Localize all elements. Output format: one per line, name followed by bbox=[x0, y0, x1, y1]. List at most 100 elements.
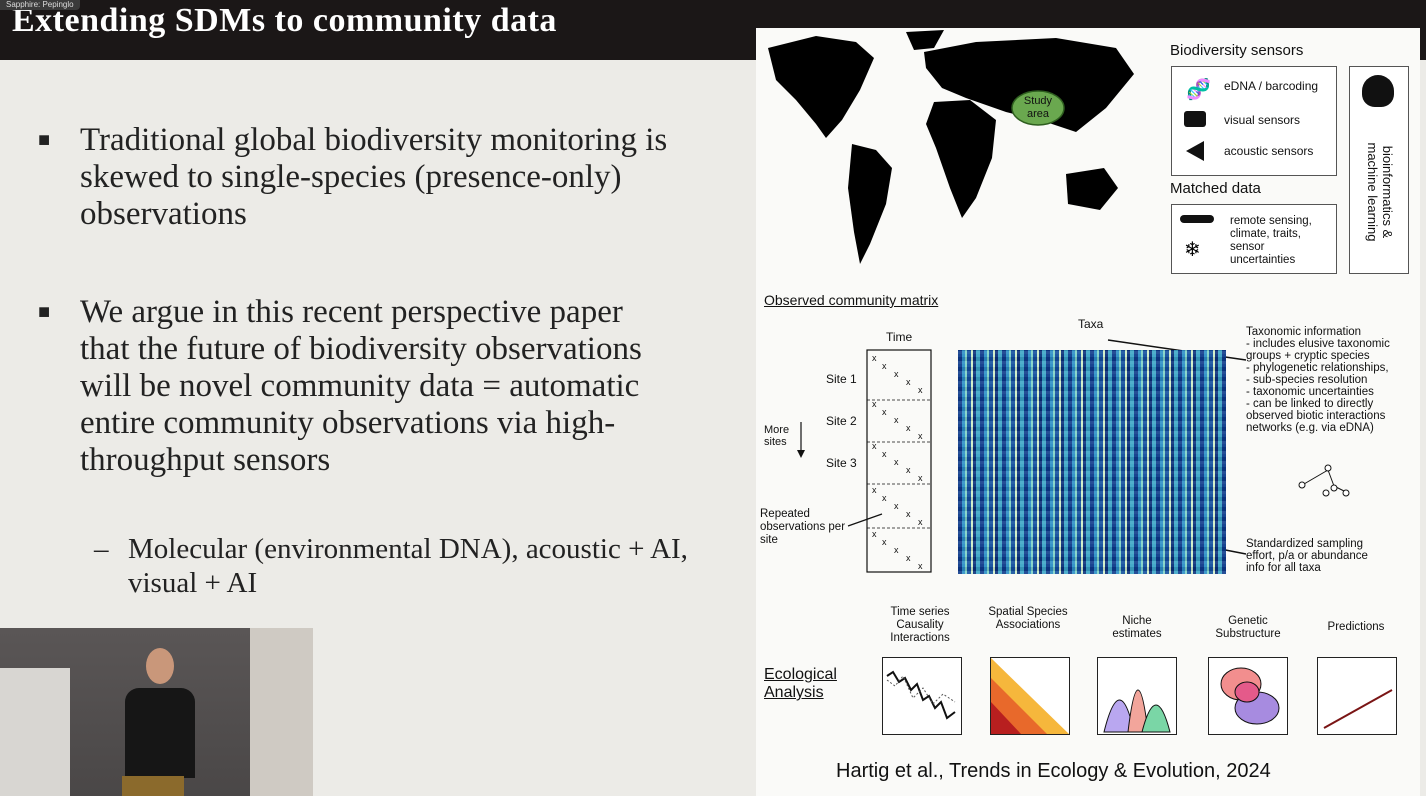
svg-text:x: x bbox=[882, 537, 887, 547]
svg-text:x: x bbox=[894, 545, 899, 555]
svg-text:x: x bbox=[918, 431, 923, 441]
std-line-2: effort, p/a or abundance bbox=[1246, 550, 1368, 562]
study-area-marker bbox=[1011, 90, 1065, 126]
bullet-marker-icon: ■ bbox=[38, 301, 51, 323]
speaker-icon bbox=[1186, 141, 1204, 161]
bullet-2-text: We argue in this recent perspective pape… bbox=[80, 294, 642, 478]
dash-icon: – bbox=[94, 533, 109, 565]
timeseries-plot bbox=[882, 657, 962, 735]
sensors-box: 🧬 eDNA / barcoding visual sensors acoust… bbox=[1171, 66, 1337, 176]
map-study-area-label: Study area bbox=[1023, 95, 1053, 120]
ecological-label: Ecological Analysis bbox=[764, 666, 837, 701]
svg-text:x: x bbox=[906, 509, 911, 519]
association-heatmap bbox=[990, 657, 1070, 735]
sensor-acoustic: acoustic sensors bbox=[1224, 144, 1314, 158]
matrix-title: Observed community matrix bbox=[764, 292, 939, 308]
svg-text:x: x bbox=[894, 415, 899, 425]
analysis-label-3: Genetic Substructure bbox=[1215, 615, 1281, 640]
sub-bullet: – Molecular (environmental DNA), acousti… bbox=[94, 532, 688, 600]
sub-bullet-text: Molecular (environmental DNA), acoustic … bbox=[128, 533, 688, 599]
repeated-arrow bbox=[847, 513, 883, 527]
sensor-edna: eDNA / barcoding bbox=[1224, 79, 1319, 93]
bullet-1-text: Traditional global biodiversity monitori… bbox=[80, 122, 668, 232]
svg-text:x: x bbox=[882, 407, 887, 417]
analysis-label-0: Time series Causality Interactions bbox=[890, 606, 950, 644]
slide-title: Extending SDMs to community data bbox=[12, 2, 557, 39]
community-heatmap bbox=[958, 350, 1226, 574]
taxo-line-1: Taxonomic information bbox=[1246, 326, 1362, 338]
svg-text:x: x bbox=[918, 517, 923, 527]
svg-text:x: x bbox=[918, 473, 923, 483]
bioinfo-label: bioinformatics & machine learning bbox=[1365, 142, 1395, 242]
taxo-line-2: - includes elusive taxonomic bbox=[1246, 338, 1390, 350]
site-dividers bbox=[867, 399, 931, 529]
svg-text:x: x bbox=[918, 385, 923, 395]
svg-text:x: x bbox=[906, 465, 911, 475]
bullet-marker-icon: ■ bbox=[38, 129, 51, 151]
site-2-label: Site 2 bbox=[826, 414, 857, 428]
analysis-label-2: Niche estimates bbox=[1112, 615, 1162, 640]
svg-text:x: x bbox=[872, 353, 877, 363]
citation: Hartig et al., Trends in Ecology & Evolu… bbox=[836, 760, 1271, 782]
satellite-icon bbox=[1180, 215, 1214, 223]
sensor-visual: visual sensors bbox=[1224, 113, 1301, 127]
matched-box: ❄ remote sensing, climate, traits, senso… bbox=[1171, 204, 1337, 274]
presenter-shirt bbox=[125, 688, 195, 778]
bullet-1: ■ Traditional global biodiversity monito… bbox=[38, 122, 680, 233]
time-matrix-box bbox=[866, 349, 932, 573]
tree-icon bbox=[1298, 464, 1350, 497]
analysis-label-1: Spatial Species Associations bbox=[988, 606, 1068, 631]
niche-plot bbox=[1097, 657, 1177, 735]
predictions-plot bbox=[1317, 657, 1397, 735]
more-sites-label: More sites bbox=[764, 424, 790, 448]
std-line-1: Standardized sampling bbox=[1246, 538, 1363, 550]
taxo-line-9: networks (e.g. via eDNA) bbox=[1246, 422, 1374, 434]
taxo-line-8: observed biotic interactions bbox=[1246, 410, 1386, 422]
std-line-3: info for all taxa bbox=[1246, 562, 1321, 574]
site-1-label: Site 1 bbox=[826, 372, 857, 386]
svg-text:x: x bbox=[872, 485, 877, 495]
site-3-label: Site 3 bbox=[826, 456, 857, 470]
analysis-label-4: Predictions bbox=[1327, 621, 1385, 633]
taxo-line-4: - phylogenetic relationships, bbox=[1246, 362, 1389, 374]
svg-text:x: x bbox=[882, 493, 887, 503]
camera-icon bbox=[1184, 111, 1206, 127]
brain-icon bbox=[1362, 75, 1394, 107]
taxo-line-6: - taxonomic uncertainties bbox=[1246, 386, 1374, 398]
matched-text: remote sensing, climate, traits, sensor … bbox=[1230, 215, 1312, 266]
standardized-info: Standardized sampling effort, p/a or abu… bbox=[1246, 538, 1418, 574]
svg-text:x: x bbox=[872, 529, 877, 539]
community-heatmap-overlay bbox=[958, 350, 1226, 574]
bioinfo-box: bioinformatics & machine learning bbox=[1349, 66, 1409, 274]
world-map bbox=[768, 30, 1134, 264]
svg-text:x: x bbox=[894, 369, 899, 379]
svg-text:x: x bbox=[918, 561, 923, 571]
svg-text:x: x bbox=[882, 449, 887, 459]
presenter-tag: Sapphire: Pepinglo bbox=[0, 0, 80, 10]
svg-text:x: x bbox=[882, 361, 887, 371]
svg-text:x: x bbox=[906, 423, 911, 433]
dna-icon: 🧬 bbox=[1186, 77, 1211, 101]
taxo-line-3: groups + cryptic species bbox=[1246, 350, 1370, 362]
time-label: Time bbox=[886, 330, 913, 344]
repeated-label: Repeated observations per site bbox=[760, 508, 846, 546]
svg-text:x: x bbox=[872, 441, 877, 451]
taxo-line-7: - can be linked to directly bbox=[1246, 398, 1374, 410]
snowflake-icon: ❄ bbox=[1184, 237, 1201, 261]
taxo-line-5: - sub-species resolution bbox=[1246, 374, 1368, 386]
sensors-title: Biodiversity sensors bbox=[1170, 42, 1304, 59]
svg-text:x: x bbox=[894, 457, 899, 467]
presenter-head bbox=[146, 648, 174, 684]
svg-text:x: x bbox=[872, 399, 877, 409]
taxa-label: Taxa bbox=[1078, 317, 1104, 331]
bullet-2: ■ We argue in this recent perspective pa… bbox=[38, 294, 680, 479]
genetic-plot bbox=[1208, 657, 1288, 735]
presenter-video bbox=[0, 628, 313, 796]
taxonomic-info: Taxonomic information - includes elusive… bbox=[1246, 326, 1418, 434]
matched-title: Matched data bbox=[1170, 180, 1261, 197]
svg-text:x: x bbox=[906, 377, 911, 387]
svg-text:x: x bbox=[906, 553, 911, 563]
